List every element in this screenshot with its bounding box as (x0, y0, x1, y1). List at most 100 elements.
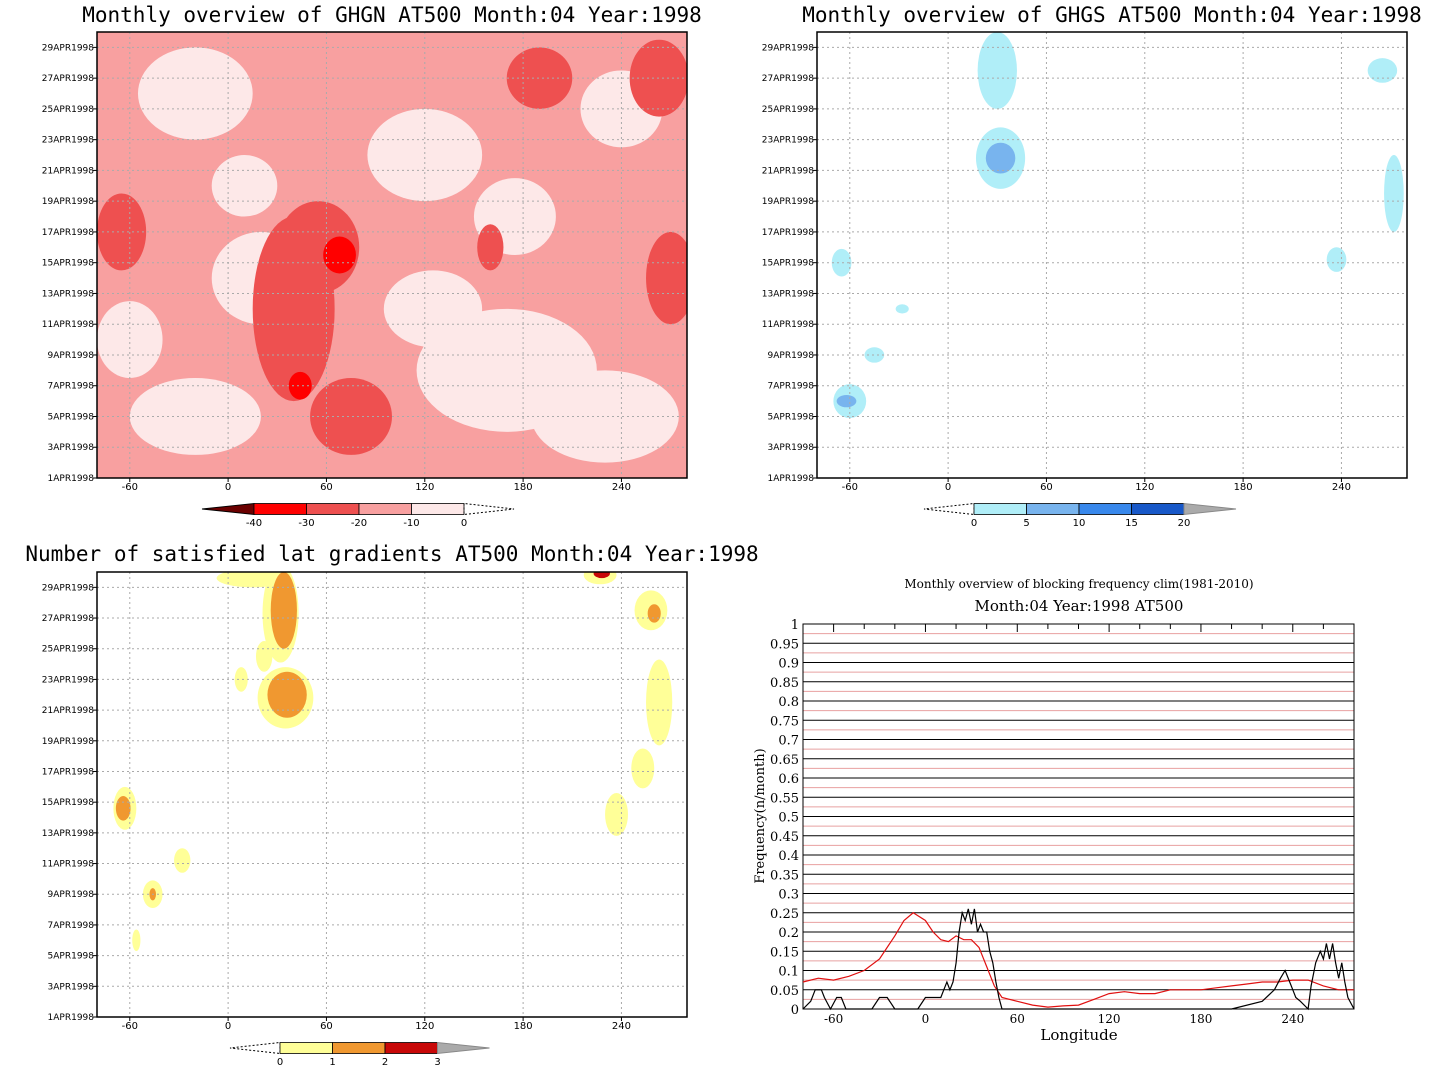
y-tick-label-6: 0.25 (770, 907, 799, 922)
plot-frame (96, 31, 688, 479)
y-tick-label-8: 15APR1998 (42, 259, 94, 269)
plot-background (817, 32, 1407, 478)
colorbar-triangle-right (437, 1041, 490, 1055)
y-tick-label-15: 0.7 (778, 734, 799, 749)
contour-blob-10 (174, 848, 191, 873)
colorbar-triangle-right (463, 502, 515, 516)
y-tick-label-1: 1APR1998 (768, 474, 815, 484)
y-tick-label-2: 3APR1998 (48, 443, 95, 453)
colorbar-label-5: 20 (1178, 518, 1191, 529)
contour-blob-20 (323, 236, 356, 274)
x-tick-label-3: 60 (320, 482, 333, 493)
chart-title: Number of satisfied lat gradients AT500 … (25, 542, 758, 566)
x-tick-label-5: 180 (1189, 1012, 1212, 1026)
x-tick-label-2: 0 (225, 482, 231, 493)
contour-blob-20 (605, 792, 628, 836)
x-tick-label-6: 240 (1332, 482, 1351, 493)
y-tick-label-15: 29APR1998 (762, 43, 814, 53)
colorbar-swatch-1 (973, 503, 1027, 515)
colorbar-label-2: 5 (1023, 518, 1029, 529)
colorbar-triangle-left (229, 1041, 281, 1055)
colorbar-label-4: 3 (434, 1057, 440, 1068)
x-tick-label-4: 120 (1135, 482, 1154, 493)
colorbar-label-2: -30 (298, 518, 314, 529)
contour-blob-7 (234, 667, 248, 692)
series-line-1 (802, 912, 1354, 1008)
contour-blob-1 (977, 32, 1017, 109)
x-tick-label-5: 180 (514, 482, 533, 493)
y-tick-label-12: 0.55 (770, 791, 799, 806)
y-tick-label-15: 29APR1998 (42, 43, 94, 53)
y-tick-label-20: 0.95 (770, 637, 799, 652)
y-tick-label-7: 13APR1998 (762, 289, 814, 299)
y-tick-label-2: 0.05 (770, 984, 799, 999)
contour-blob-15 (310, 378, 392, 455)
y-tick-label-2: 3APR1998 (768, 443, 815, 453)
chart-subtitle: Month:04 Year:1998 AT500 (975, 597, 1184, 615)
colorbar-label-4: -10 (403, 518, 419, 529)
y-tick-label-11: 21APR1998 (42, 166, 94, 176)
contour-blob-6 (367, 108, 483, 202)
contour-blob-19 (477, 224, 504, 271)
contour-blob-4 (831, 248, 852, 277)
colorbar-triangle-left (201, 502, 255, 516)
contour-blob-1 (137, 47, 253, 140)
y-tick-label-9: 17APR1998 (762, 228, 814, 238)
y-tick-label-9: 17APR1998 (42, 228, 94, 238)
contour-blob-18 (646, 659, 673, 746)
x-tick-label-3: 60 (1040, 482, 1053, 493)
y-tick-label-6: 11APR1998 (42, 320, 94, 330)
colorbar-label-1: -40 (246, 518, 262, 529)
y-tick-label-17: 0.8 (778, 695, 799, 710)
y-tick-label-9: 0.4 (778, 849, 799, 864)
y-tick-label-10: 19APR1998 (42, 197, 94, 207)
x-tick-label-3: 60 (320, 1021, 333, 1032)
y-tick-label-7: 0.3 (778, 888, 799, 903)
colorbar-swatch-3 (384, 1042, 438, 1054)
x-tick-label-6: 240 (612, 482, 631, 493)
x-tick-label-1: -60 (122, 482, 138, 493)
colorbar-label-3: 10 (1073, 518, 1086, 529)
y-tick-label-9: 17APR1998 (42, 767, 94, 777)
y-tick-label-1: 1APR1998 (48, 1013, 95, 1023)
contour-blob-11 (383, 270, 483, 348)
x-tick-label-6: 240 (1281, 1012, 1304, 1026)
colorbar-triangle-left (923, 502, 975, 516)
y-tick-label-3: 5APR1998 (48, 412, 95, 422)
y-tick-label-10: 0.45 (770, 830, 799, 845)
contour-blob-3 (270, 572, 297, 649)
y-tick-label-13: 25APR1998 (762, 105, 814, 115)
colorbar-triangle-right (1183, 502, 1237, 516)
y-tick-label-3: 0.1 (778, 965, 799, 980)
plot-frame (96, 571, 688, 1018)
colorbar-swatch-2 (306, 503, 360, 515)
x-tick-label-1: -60 (842, 482, 858, 493)
y-tick-label-14: 0.65 (770, 753, 799, 768)
y-tick-label-19: 0.9 (778, 657, 799, 672)
x-tick-label-5: 180 (1234, 482, 1253, 493)
y-tick-label-3: 5APR1998 (768, 412, 815, 422)
contour-blob-19 (631, 748, 655, 789)
colorbar-swatch-3 (1078, 503, 1132, 515)
x-tick-label-4: 120 (415, 482, 434, 493)
y-tick-label-7: 13APR1998 (42, 829, 94, 839)
colorbar-swatch-4 (1131, 503, 1185, 515)
y-tick-label-21: 1 (791, 618, 799, 633)
y-axis-label: Frequency(n/month) (753, 748, 768, 883)
y-tick-label-8: 15APR1998 (762, 259, 814, 269)
colorbar-label-5: 0 (461, 518, 467, 529)
heatmap-panel-3: -60 0 60 120 180 2401APR19983APR19985APR19987… (25, 542, 758, 1068)
contour-blob-9 (115, 796, 131, 821)
y-tick-label-4: 7APR1998 (48, 382, 95, 392)
colorbar-swatch-1 (253, 503, 307, 515)
y-tick-label-12: 23APR1998 (42, 136, 94, 146)
contour-blob-7 (864, 347, 885, 363)
y-tick-label-1: 1APR1998 (48, 474, 95, 484)
y-tick-label-4: 0.15 (770, 945, 799, 960)
y-tick-label-18: 0.85 (770, 676, 799, 691)
x-tick-label-6: 240 (612, 1021, 631, 1032)
y-tick-label-6: 11APR1998 (42, 860, 94, 870)
x-tick-label-2: 0 (922, 1012, 930, 1026)
contour-blob-10 (1384, 155, 1404, 232)
x-tick-label-2: 0 (225, 1021, 231, 1032)
